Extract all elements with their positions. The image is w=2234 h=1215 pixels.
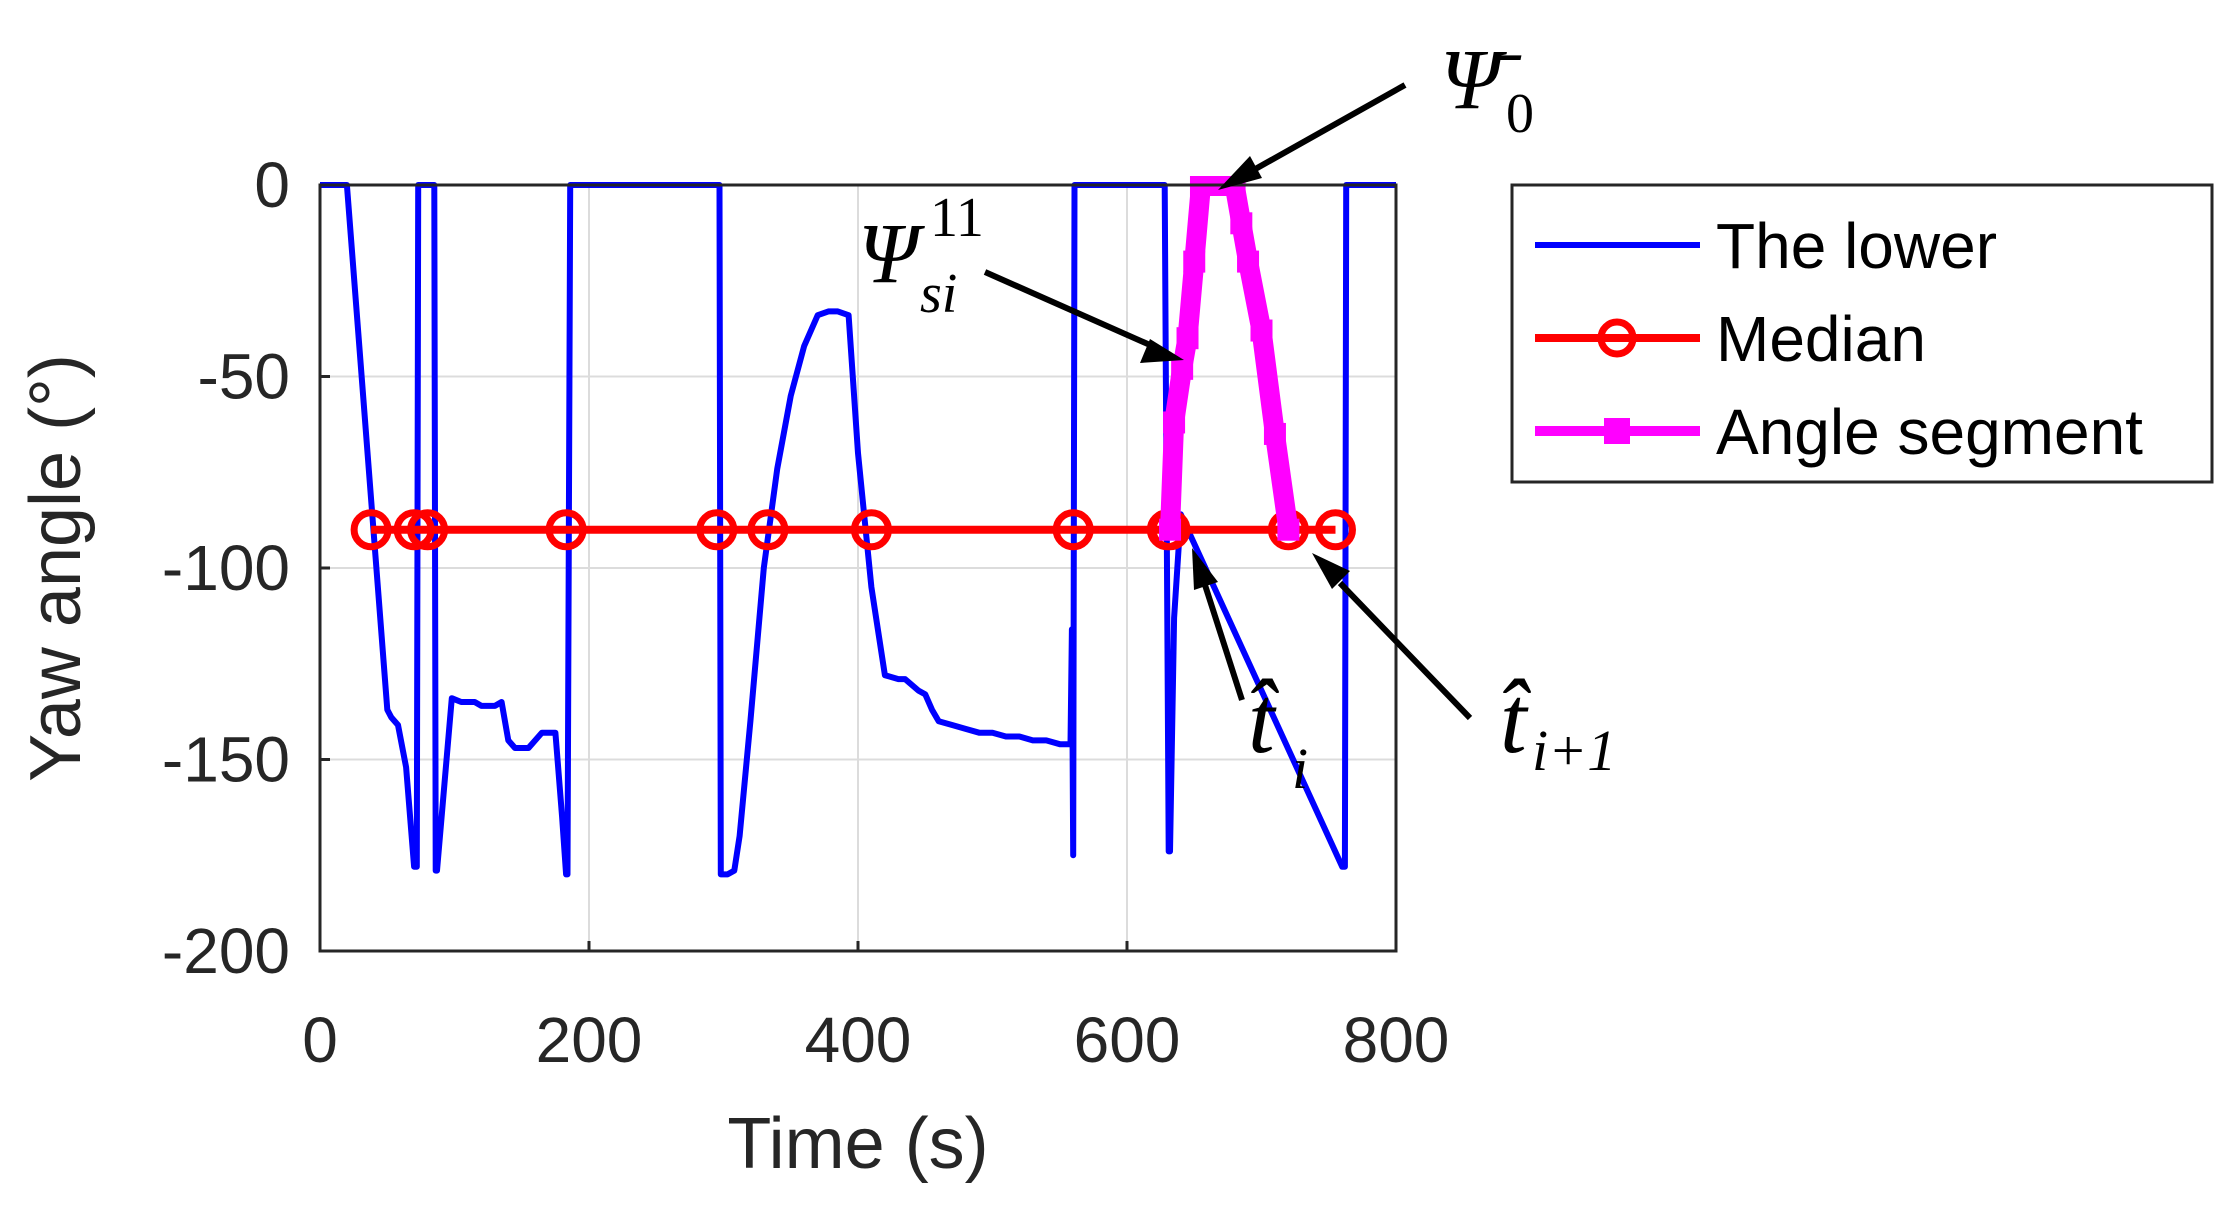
t-i-plus-1-symbol: t̂	[1500, 666, 1531, 773]
y-tick-label: -50	[198, 341, 291, 413]
median-point	[1314, 509, 1356, 551]
tick-labels: 0 200 400 600 800 0 -50 -100 -150 -200	[162, 149, 1449, 1076]
x-tick-label: 600	[1074, 1004, 1181, 1076]
t-i-subscript: i	[1292, 736, 1308, 801]
psi-si-superscript: 11	[930, 187, 984, 249]
median-point	[393, 509, 435, 551]
legend-marker-angle-segment	[1604, 418, 1630, 444]
annotation-t-i: t̂ i	[1248, 666, 1308, 801]
y-tick-label: -100	[162, 532, 290, 604]
median-point	[1052, 509, 1094, 551]
t-i-symbol: t̂	[1248, 666, 1279, 773]
arrow-psi-si-11	[983, 269, 1152, 348]
angle-segment-point	[1176, 327, 1199, 350]
legend-marker-median	[1597, 318, 1637, 358]
annotation-psi-si-11: Ψ 11 si	[858, 187, 984, 325]
legend-item-median: Median	[1535, 303, 1926, 375]
arrow-psi-bar-0-head	[1218, 156, 1262, 190]
angle-segment-point	[1230, 212, 1253, 235]
legend-item-the-lower: The lower	[1535, 210, 1997, 282]
arrow-t-i-plus-1	[1337, 580, 1473, 721]
median-point	[545, 509, 587, 551]
psi-si-subscript: si	[920, 263, 957, 325]
angle-segment-point	[1171, 357, 1194, 380]
y-axis-label: Yaw angle (°)	[16, 354, 96, 782]
y-tick-label: 0	[254, 149, 290, 221]
arrow-psi-bar-0	[1248, 82, 1407, 175]
annotation-psi-bar-0: Ψ̄ 0	[1440, 31, 1534, 145]
median-point	[407, 509, 449, 551]
x-axis-label: Time (s)	[727, 1104, 988, 1184]
angle-segment-point	[1277, 518, 1300, 541]
grid	[320, 185, 1396, 951]
x-tick-label: 400	[805, 1004, 912, 1076]
arrow-t-i-plus-1-head	[1312, 553, 1350, 589]
arrow-t-i	[1202, 584, 1245, 701]
arrow-t-i-head	[1192, 548, 1218, 590]
ticks	[318, 183, 1398, 953]
arrow-psi-si-11-head	[1140, 339, 1184, 363]
angle-segment-point	[1159, 518, 1182, 541]
angle-segment-point	[1237, 250, 1260, 273]
legend-item-angle-segment: Angle segment	[1535, 396, 2143, 468]
annotation-arrows	[983, 82, 1473, 721]
median-point	[747, 509, 789, 551]
y-tick-label: -150	[162, 724, 290, 796]
psi-bar-0-subscript: 0	[1506, 83, 1534, 145]
series-line-the-lower	[320, 182, 1396, 878]
legend: The lower Median Angle segment	[1510, 183, 2214, 484]
x-tick-label: 200	[536, 1004, 643, 1076]
median-point	[696, 509, 738, 551]
legend-label-the-lower: The lower	[1716, 210, 1997, 282]
angle-segment-point	[1250, 319, 1273, 342]
psi-si-symbol: Ψ	[858, 205, 925, 301]
angle-segment-point	[1263, 422, 1286, 445]
x-tick-label: 0	[302, 1004, 338, 1076]
annotation-t-i-plus-1: t̂ i+1	[1500, 666, 1616, 783]
angle-segment-point	[1183, 250, 1206, 273]
angle-segment-point	[1163, 411, 1186, 434]
legend-label-median: Median	[1716, 303, 1926, 375]
x-tick-label: 800	[1343, 1004, 1450, 1076]
median-point	[350, 509, 392, 551]
y-tick-label: -200	[162, 915, 290, 987]
legend-label-angle-segment: Angle segment	[1716, 396, 2143, 468]
median-point	[850, 509, 892, 551]
t-i-plus-1-subscript: i+1	[1532, 718, 1616, 783]
